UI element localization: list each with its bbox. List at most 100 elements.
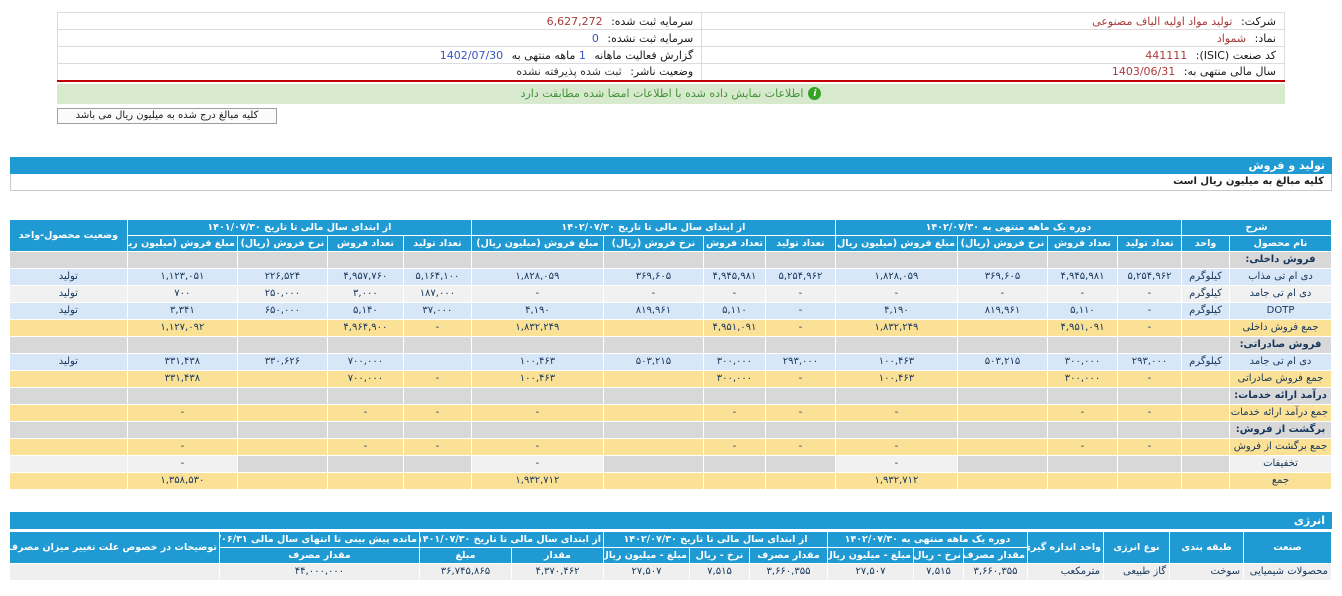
report-header-area: شرکت: تولید مواد اولیه الیاف مصنوعی سرما… [56,12,1285,124]
value-cell [956,437,1048,456]
value-cell: ۱۰۰,۴۶۳ [834,352,958,371]
value-cell [236,250,328,269]
value-cell: ۱۰۰,۴۶۳ [470,369,604,388]
product-name-cell: دی ام تی جامد [1229,352,1332,371]
publisher-status-cell: وضعیت ناشر: ثبت شده پذیرفته نشده [56,63,703,81]
value-cell: - [470,284,604,303]
value-cell: ۳۶۹,۶۰۵ [956,267,1048,286]
industry-cell: محصولات شیمیایی [1243,562,1332,581]
value-cell [236,335,328,354]
header-group-prior: از ابتدای سال مالی تا تاریخ ۱۴۰۱/۰۷/۳۰ [126,218,472,236]
category-row: درآمد ارائه خدمات: [8,386,1332,405]
value-cell [236,420,328,439]
product-name-cell: DOTP [1229,301,1332,320]
header-sales-rate: نرخ فروش (ریال) [236,234,328,252]
header-unit: واحد [1180,234,1231,252]
header-sales-amount: مبلغ فروش (میلیون ریال) [126,234,238,252]
unit-cell: کیلوگرم [1180,267,1231,286]
value-cell: ۳۶۹,۶۰۵ [602,267,704,286]
value-cell [702,250,766,269]
table-row: جمع فروش صادراتی -۳۰۰,۰۰۰ ۱۰۰,۴۶۳-۳۰۰,۰۰۰ ۱… [8,369,1332,388]
energy-data-row: محصولات شیمیایی سوخت گاز طبیعی مترمکعب ۳… [8,562,1332,581]
value-cell: ۱,۹۳۲,۷۱۲ [470,471,604,490]
fiscal-year-value: 1403/06/31 [1111,65,1176,79]
status-cell [8,369,128,388]
value-cell: ۳۷,۰۰۰ [402,301,472,320]
table-row: دی ام تی جامد کیلوگرم - - - - - - - -۱۸۷,۰۰۰ ۳,۰۰۰… [8,284,1332,303]
value-cell: ۷۰۰,۰۰۰ [326,369,404,388]
value-cell: ۱۰۰,۴۶۳ [470,352,604,371]
isic-label: کد صنعت (ISIC): [1195,48,1276,62]
value-cell: - [402,437,472,456]
status-cell [8,386,128,405]
header-sales-rate: نرخ فروش (ریال) [602,234,704,252]
notes-cell [8,562,220,581]
value-cell [126,335,238,354]
amounts-unit-button[interactable]: کلیه مبالغ درج شده به میلیون ریال می باش… [57,107,277,124]
value-cell: ۵,۱۴۰ [326,301,404,320]
fiscal-year-cell: سال مالی منتهی به: 1403/06/31 [701,63,1285,81]
product-name-cell: تخفیفات [1229,454,1332,473]
value-cell: ۸۱۹,۹۶۱ [602,301,704,320]
table-row: جمع درآمد ارائه خدمات - - - - - - - - - [8,403,1332,422]
unit-cell [1180,369,1231,388]
header-amount-mrial: مبلغ - میلیون ریال [602,546,691,564]
report-period-date: 1402/07/30 [439,48,504,62]
value-cell: ۱,۸۲۸,۰۵۹ [834,267,958,286]
value-cell: ۳,۶۶۰,۳۵۵ [963,562,1028,581]
value-cell [702,335,766,354]
value-cell [834,420,958,439]
status-cell [8,403,128,422]
value-cell [326,250,404,269]
value-cell [834,250,958,269]
value-cell: ۲۲۶,۵۲۴ [236,267,328,286]
registered-capital-cell: سرمایه ثبت شده: 6,627,272 [56,12,703,30]
value-cell [702,471,766,490]
value-cell: ۵,۱۱۰ [1046,301,1118,320]
symbol-value: شمواد [1216,31,1247,45]
value-cell: ۱,۸۲۸,۰۵۹ [470,267,604,286]
unit-cell [1180,250,1231,269]
table-row: دی ام تی مذاب کیلوگرم ۵,۲۵۴,۹۶۲ ۴,۹۴۵,۹۸۱ ۳۶… [8,267,1332,286]
value-cell: ۳,۶۶۰,۳۵۵ [749,562,828,581]
header-sales-rate: نرخ فروش (ریال) [956,234,1048,252]
production-sales-section: تولید و فروش کلیه مبالغ به میلیون ریال ا… [8,156,1333,490]
company-label: شرکت: [1240,14,1276,28]
header-energy-group-prior: از ابتدای سال مالی تا تاریخ ۱۴۰۱/۰۷/۳۰ [418,530,604,548]
value-cell [1116,250,1182,269]
value-cell: - [834,284,958,303]
value-cell: - [956,284,1048,303]
status-cell [8,437,128,456]
value-cell: - [764,318,836,337]
header-consumption-qty: مقدار مصرف [749,546,828,564]
header-product-status: وضعیت محصول-واحد [8,218,128,252]
header-qty: مقدار [510,546,604,564]
publisher-status-label: وضعیت ناشر: [630,65,694,79]
header-sales-amount: مبلغ فروش (میلیون ریال) [834,234,958,252]
value-cell: ۱,۱۲۳,۰۵۱ [126,267,238,286]
production-section-header: تولید و فروش [10,156,1332,174]
value-cell [602,369,704,388]
energy-section-header: انرژی [10,511,1332,529]
table-row: جمع ۱,۹۳۲,۷۱۲ ۱,۹۳۲,۷۱۲ ۱,۳۵۸,۵۳۰ [8,471,1332,490]
value-cell: - [1046,284,1118,303]
category-row: فروش داخلی: [8,250,1332,269]
header-energy-group-ytd: از ابتدای سال مالی تا تاریخ ۱۴۰۲/۰۷/۳۰ [602,530,829,548]
table-row: دی ام تی جامد کیلوگرم ۲۹۳,۰۰۰ ۳۰۰,۰۰۰ ۵۰۳,۲۱… [8,352,1332,371]
product-name-cell: جمع [1229,471,1332,490]
value-cell: ۴,۱۹۰ [834,301,958,320]
value-cell [956,335,1048,354]
unit-cell: کیلوگرم [1180,301,1231,320]
value-cell [702,454,766,473]
info-row: شرکت: تولید مواد اولیه الیاف مصنوعی سرما… [56,12,1285,30]
value-cell [1116,420,1182,439]
value-cell: - [764,284,836,303]
value-cell: ۱,۸۳۲,۲۴۹ [834,318,958,337]
value-cell [470,420,604,439]
value-cell: - [1116,369,1182,388]
value-cell: ۳۳۱,۴۳۸ [126,352,238,371]
unregistered-capital-value: 0 [591,31,599,45]
value-cell: ۵,۲۵۴,۹۶۲ [764,267,836,286]
value-cell [1046,420,1118,439]
